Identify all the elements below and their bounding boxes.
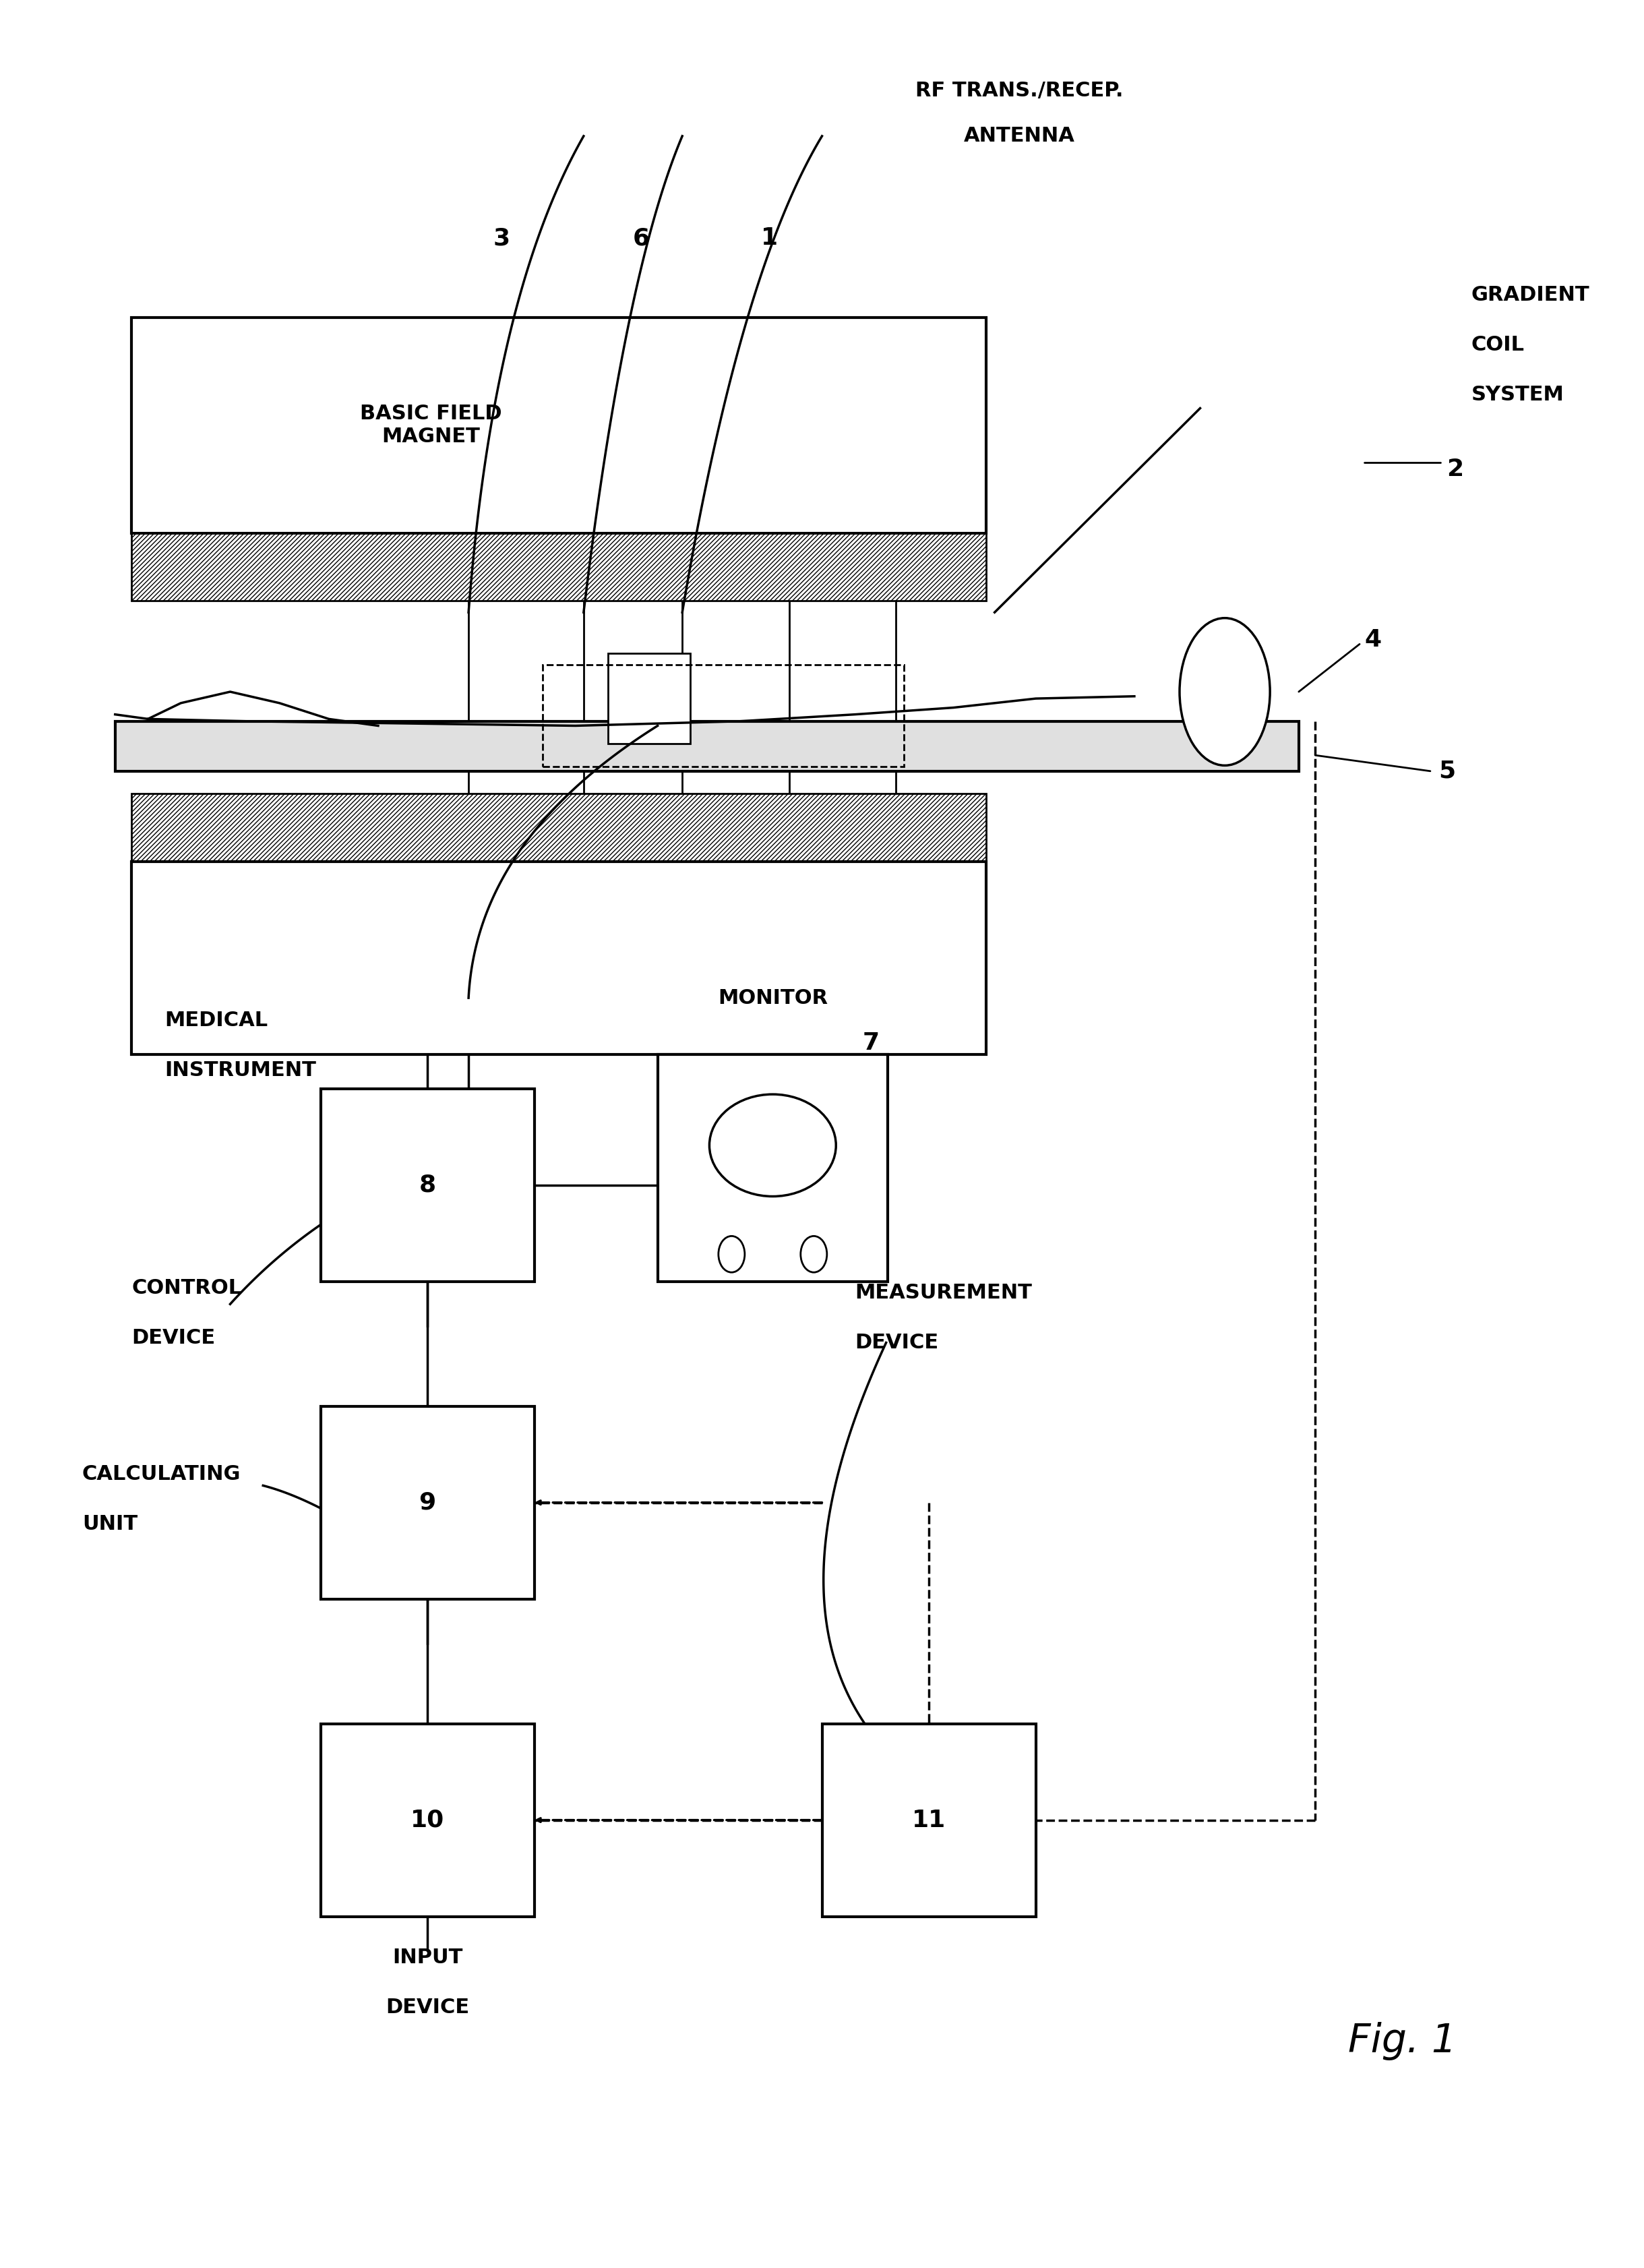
Text: ANTENNA: ANTENNA <box>963 127 1075 145</box>
Text: COIL: COIL <box>1471 336 1524 354</box>
Bar <box>321 1406 534 1599</box>
Text: 6: 6 <box>633 227 649 249</box>
Text: MONITOR: MONITOR <box>718 989 827 1007</box>
Bar <box>115 721 1299 771</box>
Text: UNIT: UNIT <box>82 1515 138 1533</box>
Bar <box>543 665 904 767</box>
Bar <box>132 533 986 601</box>
Text: 1: 1 <box>761 227 778 249</box>
Circle shape <box>801 1236 827 1272</box>
Text: 3: 3 <box>493 227 510 249</box>
Bar <box>321 1089 534 1281</box>
Text: 4: 4 <box>1365 628 1381 651</box>
Text: BASIC FIELD
MAGNET: BASIC FIELD MAGNET <box>360 404 501 447</box>
Text: 9: 9 <box>419 1490 436 1515</box>
Text: 8: 8 <box>419 1173 436 1198</box>
Text: Fig. 1: Fig. 1 <box>1348 2023 1457 2059</box>
Text: INPUT: INPUT <box>393 1948 462 1966</box>
Text: MEDICAL: MEDICAL <box>164 1012 268 1030</box>
Text: 5: 5 <box>1438 760 1455 782</box>
Text: DEVICE: DEVICE <box>386 1998 469 2016</box>
Bar <box>658 1055 888 1281</box>
Text: RF TRANS./RECEP.: RF TRANS./RECEP. <box>916 82 1123 100</box>
Text: 10: 10 <box>411 1808 444 1833</box>
Text: DEVICE: DEVICE <box>132 1329 215 1347</box>
Bar <box>132 318 986 533</box>
Ellipse shape <box>710 1095 837 1198</box>
Circle shape <box>718 1236 745 1272</box>
Text: SYSTEM: SYSTEM <box>1471 386 1565 404</box>
Text: GRADIENT: GRADIENT <box>1471 286 1590 304</box>
Text: CONTROL: CONTROL <box>132 1279 242 1297</box>
Ellipse shape <box>1180 619 1269 767</box>
Text: 11: 11 <box>912 1808 945 1833</box>
Text: INSTRUMENT: INSTRUMENT <box>164 1061 316 1080</box>
Text: DEVICE: DEVICE <box>855 1334 939 1352</box>
Text: 2: 2 <box>1447 458 1463 481</box>
Text: CALCULATING: CALCULATING <box>82 1465 242 1483</box>
Bar <box>608 653 690 744</box>
Bar <box>132 862 986 1055</box>
Text: 7: 7 <box>863 1032 880 1055</box>
Text: MEASUREMENT: MEASUREMENT <box>855 1284 1032 1302</box>
Bar <box>132 794 986 862</box>
Bar <box>321 1724 534 1916</box>
Bar <box>822 1724 1036 1916</box>
